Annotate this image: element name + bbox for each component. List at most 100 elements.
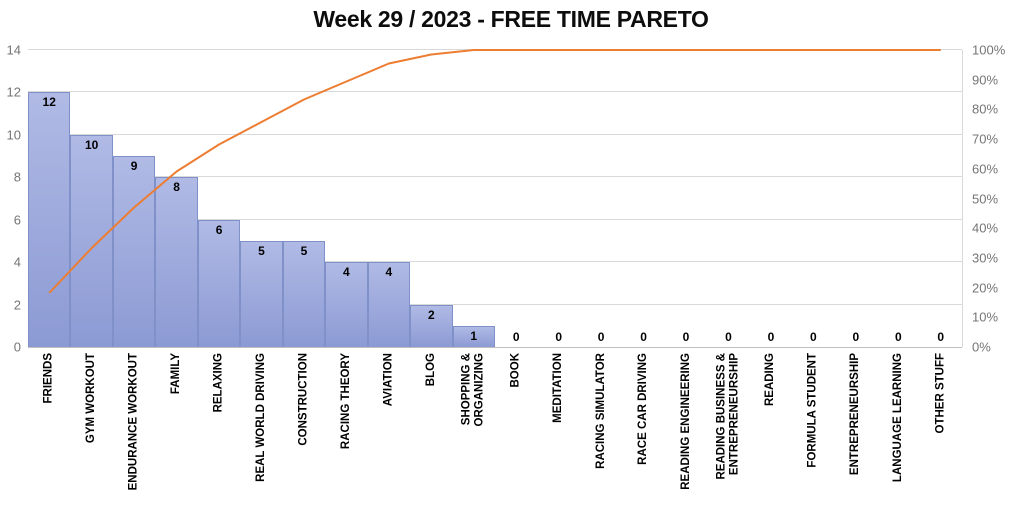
x-label-cell: CONSTRUCTION	[283, 353, 325, 512]
x-label-cell: OTHER STUFF	[920, 353, 962, 512]
bar-value-label: 6	[215, 222, 223, 237]
category-label: LANGUAGE LEARNING	[891, 353, 904, 483]
gridline	[28, 261, 962, 263]
plot-area: 12 10 9 8 6 5 5 4 4 2 1 0 0 0 0 0 0 0 0 0 0 0	[28, 49, 962, 347]
x-label-cell: BOOK	[495, 353, 537, 512]
bar-cell: 4	[325, 50, 368, 347]
bar	[282, 240, 326, 347]
category-label: RACING SIMULATOR	[594, 353, 607, 469]
category-label: RACE CAR DRIVING	[637, 353, 650, 465]
x-label-cell: LANGUAGE LEARNING	[877, 353, 919, 512]
bar-value-label: 0	[810, 330, 817, 344]
bar-cell: 0	[495, 50, 537, 347]
y-axis-tick-label: 8	[13, 169, 21, 185]
x-label-cell: RACING SIMULATOR	[580, 353, 622, 512]
bar-value-label: 1	[470, 328, 478, 343]
gridline	[28, 303, 962, 305]
category-label: ENDURANCE WORKOUT	[127, 353, 140, 491]
y-axis-tick-label: 2	[13, 297, 21, 313]
left-value-axis: 0 2 4 6 8 10 12 14	[0, 43, 21, 355]
bar-cell: 0	[537, 50, 579, 347]
category-label: MEDITATION	[552, 353, 565, 423]
category-axis-labels: FRIENDS GYM WORKOUT ENDURANCE WORKOUT FAMIL…	[28, 353, 962, 512]
bar-cell: 0	[665, 50, 707, 347]
bar-cell: 2	[410, 50, 453, 347]
bar-cell: 8	[155, 50, 198, 347]
y-axis-tick-label: 14	[6, 42, 21, 58]
percent-axis-tick-label: 30%	[972, 250, 999, 266]
bar-value-label: 12	[42, 95, 56, 110]
bar-cell: 0	[707, 50, 749, 347]
category-label: FAMILY	[170, 353, 183, 395]
x-label-cell: READING	[750, 353, 792, 512]
bar-value-label: 8	[173, 180, 180, 195]
category-axis-line	[28, 347, 962, 348]
bar	[325, 262, 368, 347]
x-label-cell: FAMILY	[155, 353, 197, 512]
bar-value-label: 0	[937, 330, 945, 344]
x-label-cell: READING ENGINEERING	[665, 353, 707, 512]
gridline	[28, 176, 962, 178]
bar-cell: 5	[240, 50, 283, 347]
percent-axis-tick-label: 50%	[972, 191, 999, 206]
gridline	[28, 218, 962, 220]
category-label: REAL WORLD DRIVING	[255, 353, 267, 482]
bar	[240, 240, 283, 347]
bar-value-label: 0	[597, 330, 605, 344]
bar-value-label: 0	[682, 330, 690, 344]
bar-series: 12 10 9 8 6 5 5 4 4 2 1 0 0 0 0 0 0 0 0 0 0 0	[28, 50, 962, 347]
y-axis-tick-label: 6	[13, 212, 21, 228]
bar-value-label: 4	[343, 265, 350, 280]
bar-value-label: 4	[385, 265, 393, 280]
y-axis-tick-label: 10	[6, 127, 21, 143]
bar-value-label: 9	[130, 159, 138, 174]
y-axis-tick-label: 4	[13, 254, 21, 270]
category-label: OTHER STUFF	[934, 353, 947, 434]
bar	[70, 134, 113, 347]
percent-axis-tick-label: 40%	[972, 220, 999, 236]
bar-value-label: 0	[852, 330, 860, 344]
cumulative-line-layer	[48, 49, 941, 294]
category-label: READING ENGINEERING	[679, 353, 692, 490]
percent-axis-tick-label: 10%	[972, 309, 999, 325]
bar-cell: 9	[112, 50, 156, 347]
x-label-cell: MEDITATION	[537, 353, 579, 512]
chart-title: Week 29 / 2023 - FREE TIME PARETO	[313, 6, 709, 32]
bar-cell: 0	[622, 50, 664, 347]
category-label: CONSTRUCTION	[297, 353, 310, 446]
bar	[410, 304, 453, 347]
x-label-cell: ENDURANCE WORKOUT	[113, 353, 155, 512]
x-label-cell: RACE CAR DRIVING	[622, 353, 664, 512]
x-label-cell: FORMULA STUDENT	[792, 353, 834, 512]
category-label: READING BUSINESS & ENTREPRENEURSHIP	[715, 353, 741, 480]
x-label-cell: FRIENDS	[28, 353, 70, 512]
category-label: GYM WORKOUT	[85, 353, 98, 444]
category-label: RACING THEORY	[339, 353, 352, 450]
y-axis-tick-label: 12	[6, 84, 21, 100]
x-label-cell: SHOPPING & ORGANIZING	[453, 353, 495, 512]
bar	[28, 92, 71, 347]
percent-axis-tick-label: 90%	[972, 72, 999, 88]
x-label-cell: ENTREPRENEURSHIP	[835, 353, 877, 512]
category-label: ENTREPRENEURSHIP	[849, 353, 862, 476]
bar	[367, 262, 411, 347]
right-percent-axis: 0% 10% 20% 30% 40% 50% 60% 70% 80% 90% 100%	[972, 43, 1020, 355]
bar-cell: 1	[452, 50, 495, 347]
bar-cell: 0	[920, 50, 962, 347]
plot-right-border	[962, 50, 963, 347]
bar-value-label: 0	[512, 330, 520, 344]
bar-cell: 0	[792, 50, 834, 347]
bar-cell: 6	[197, 50, 241, 347]
x-label-cell: REAL WORLD DRIVING	[240, 353, 282, 512]
bar-cell: 0	[877, 50, 919, 347]
bar-cell: 0	[580, 50, 622, 347]
x-label-cell: BLOG	[410, 353, 452, 512]
cumulative-line	[48, 49, 941, 294]
bar-value-label: 10	[85, 137, 99, 152]
category-label: RELAXING	[212, 353, 225, 413]
percent-axis-tick-label: 80%	[972, 101, 999, 117]
bar-value-label: 0	[640, 330, 647, 344]
x-label-cell: RELAXING	[198, 353, 240, 512]
percent-axis-tick-label: 0%	[972, 339, 991, 355]
